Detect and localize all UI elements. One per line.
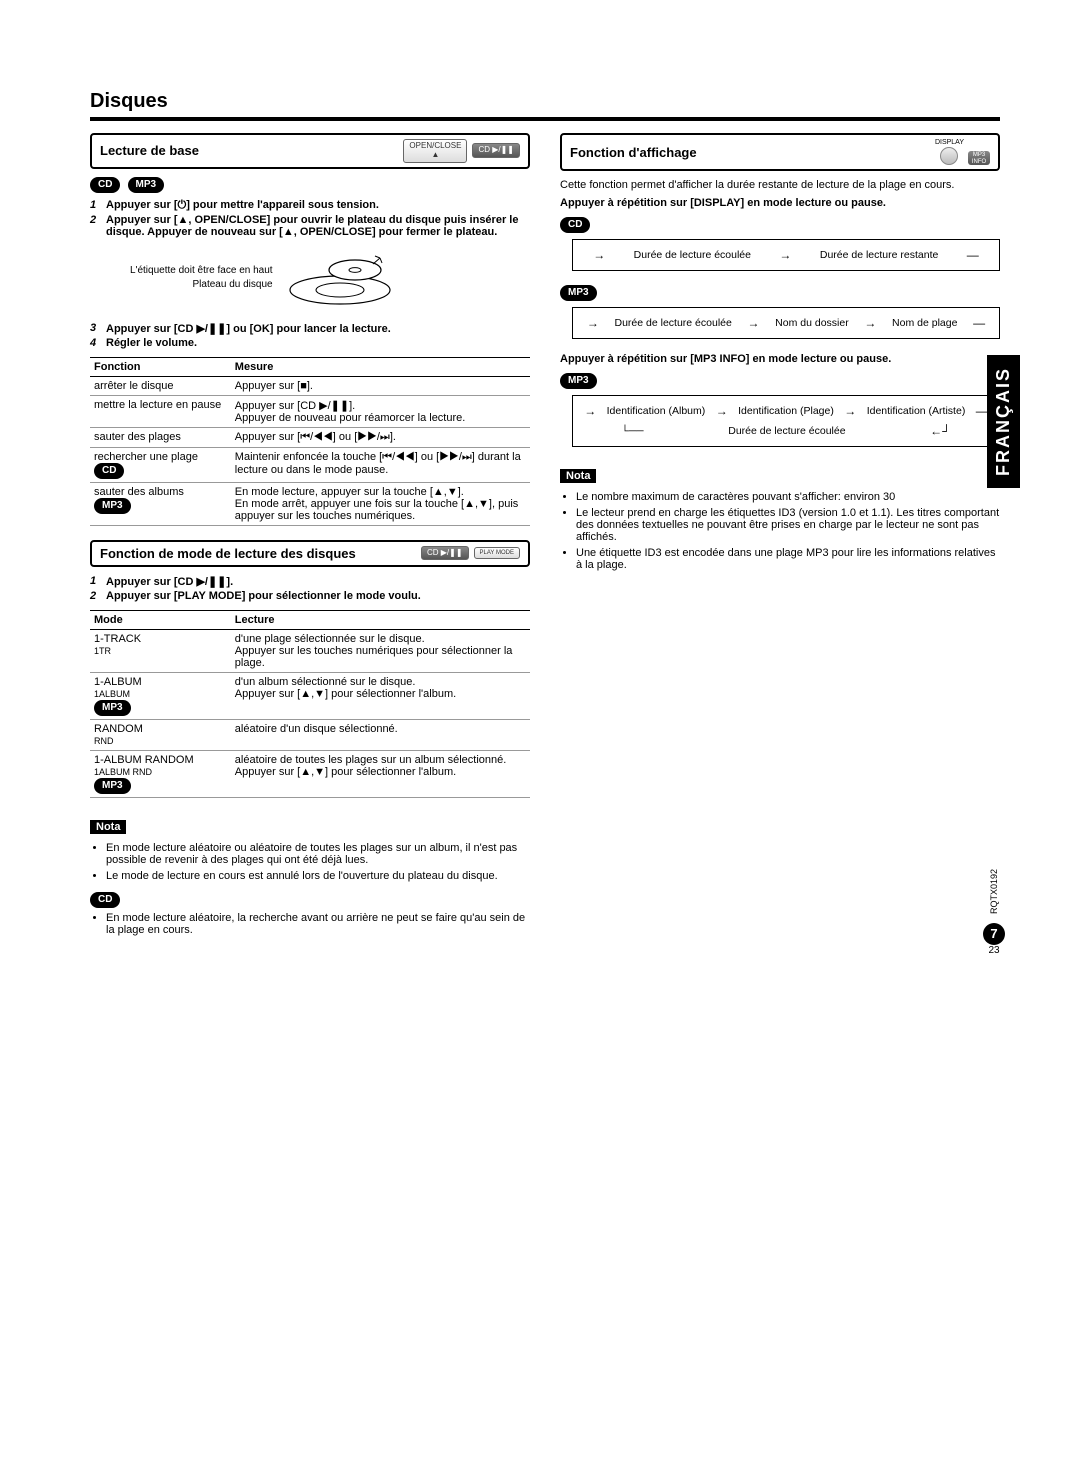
display-line1: Appuyer à répétition sur [DISPLAY] en mo… <box>560 197 1000 209</box>
section-header-lecture: Lecture de base OPEN/CLOSE ▲ CD ▶/❚❚ <box>90 133 530 169</box>
table-row: sauter des plages Appuyer sur [⏮/◀◀] ou … <box>90 427 530 447</box>
mp3-badge: MP3 <box>560 285 597 301</box>
display-intro: Cette fonction permet d'afficher la duré… <box>560 179 1000 191</box>
language-tab: FRANÇAIS <box>987 355 1020 488</box>
title-rule <box>90 117 1000 121</box>
nota-label: Nota <box>560 469 596 483</box>
doc-code: RQTX0192 <box>989 869 999 914</box>
open-close-button: OPEN/CLOSE ▲ <box>403 139 467 163</box>
badge-row: CD MP3 <box>90 177 530 193</box>
mp3-badge: MP3 <box>560 373 597 389</box>
table-row: mettre la lecture en pause Appuyer sur [… <box>90 395 530 427</box>
cd-badge: CD <box>90 177 120 193</box>
mp3-info-diagram: → Identification (Album) → Identificatio… <box>572 395 1000 447</box>
cd-play-button: CD ▶/❚❚ <box>421 546 469 561</box>
table-row: 1-ALBUM RANDOM 1ALBUM RND MP3 aléatoire … <box>90 750 530 797</box>
disc-tray-icon <box>285 248 405 308</box>
section-title: Lecture de base <box>100 143 199 158</box>
page-num-circle: 7 <box>983 923 1005 945</box>
section-title: Fonction de mode de lecture des disques <box>100 546 356 561</box>
playmode-steps: 1Appuyer sur [CD ▶/❚❚]. 2Appuyer sur [PL… <box>90 575 530 602</box>
mp3-info-button: MP3 INFO <box>968 150 990 165</box>
right-column: Fonction d'affichage DISPLAY MP3 INFO Ce… <box>560 133 1000 946</box>
table-row: rechercher une plage CD Maintenir enfonc… <box>90 447 530 482</box>
display-nota-list: Le nombre maximum de caractères pouvant … <box>560 491 1000 571</box>
playmode-table: Mode Lecture 1-TRACK 1TR d'une plage sél… <box>90 610 530 798</box>
mp3-display-diagram: → Durée de lecture écoulée → Nom du doss… <box>572 307 1000 339</box>
lecture-steps-2: 3Appuyer sur [CD ▶/❚❚] ou [OK] pour lanc… <box>90 322 530 349</box>
page-title: Disques <box>90 90 1000 113</box>
section-header-display: Fonction d'affichage DISPLAY MP3 INFO <box>560 133 1000 171</box>
nota-label: Nota <box>90 820 126 834</box>
cd-play-button: CD ▶/❚❚ <box>472 143 520 158</box>
lecture-steps: 1Appuyer sur [⏻] pour mettre l'appareil … <box>90 199 530 238</box>
display-button: DISPLAY <box>935 139 964 165</box>
function-table: Fonction Mesure arrêter le disque Appuye… <box>90 357 530 526</box>
table-row: RANDOM RND aléatoire d'un disque sélecti… <box>90 719 530 750</box>
section-header-playmode: Fonction de mode de lecture des disques … <box>90 540 530 567</box>
cd-display-diagram: → Durée de lecture écoulée → Durée de le… <box>572 239 1000 271</box>
display-line2: Appuyer à répétition sur [MP3 INFO] en m… <box>560 353 1000 365</box>
disc-figure: L'étiquette doit être face en haut Plate… <box>130 248 530 308</box>
playmode-cd-nota: En mode lecture aléatoire, la recherche … <box>90 912 530 936</box>
table-row: 1-TRACK 1TR d'une plage sélectionnée sur… <box>90 629 530 672</box>
table-row: 1-ALBUM 1ALBUM MP3 d'un album sélectionn… <box>90 672 530 719</box>
mp3-badge: MP3 <box>128 177 165 193</box>
playmode-nota-list: En mode lecture aléatoire ou aléatoire d… <box>90 842 530 882</box>
left-column: Lecture de base OPEN/CLOSE ▲ CD ▶/❚❚ CD … <box>90 133 530 946</box>
table-row: arrêter le disque Appuyer sur [■]. <box>90 376 530 395</box>
page-footer: RQTX0192 7 23 <box>983 869 1005 956</box>
table-row: sauter des albums MP3 En mode lecture, a… <box>90 482 530 525</box>
cd-badge: CD <box>90 892 120 908</box>
cd-badge: CD <box>560 217 590 233</box>
page-number: 23 <box>988 945 999 956</box>
play-mode-button: PLAY MODE <box>474 547 520 560</box>
section-title: Fonction d'affichage <box>570 145 697 160</box>
